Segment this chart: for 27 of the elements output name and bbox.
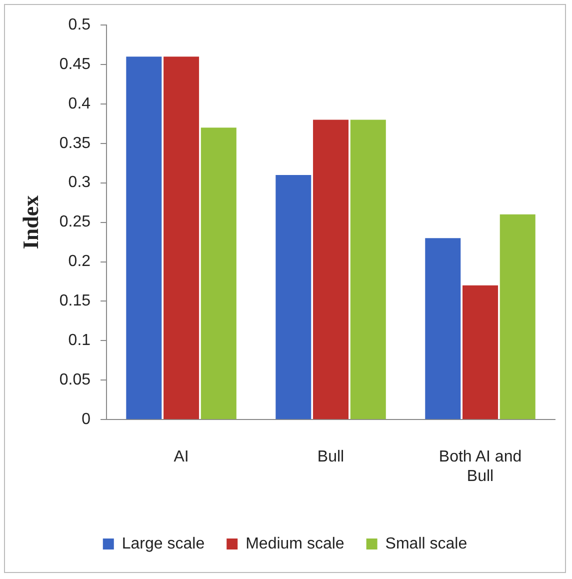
y-tick-label: 0.3 xyxy=(68,174,91,192)
bar xyxy=(425,238,461,420)
y-tick-label: 0.4 xyxy=(68,95,91,112)
bar xyxy=(276,174,312,420)
y-tick-label: 0.2 xyxy=(68,253,91,270)
y-tick-label: 0.1 xyxy=(68,332,91,350)
bar xyxy=(126,56,162,420)
legend-label: Small scale xyxy=(385,535,468,552)
y-axis-title: Index xyxy=(18,195,43,250)
y-tick-label: 0.05 xyxy=(59,372,91,389)
legend-label: Medium scale xyxy=(246,535,344,552)
y-tick-label: 0.25 xyxy=(59,214,91,231)
y-tick-label: 0.45 xyxy=(59,56,91,73)
y-tick-label: 0 xyxy=(82,411,91,428)
bar xyxy=(462,285,498,420)
x-tick-label: Bull xyxy=(317,448,344,466)
bar xyxy=(350,120,386,420)
bar xyxy=(500,214,536,420)
bar xyxy=(200,128,236,420)
y-tick-label: 0.15 xyxy=(59,292,91,310)
y-tick-label: 0.35 xyxy=(59,134,91,152)
x-tick-label: AI xyxy=(174,448,189,466)
legend-label: Large scale xyxy=(122,535,205,552)
x-tick-label: Both AI and Bull xyxy=(438,448,522,485)
bar xyxy=(164,56,200,420)
bar xyxy=(313,120,349,420)
y-tick-label: 0.5 xyxy=(68,16,91,34)
